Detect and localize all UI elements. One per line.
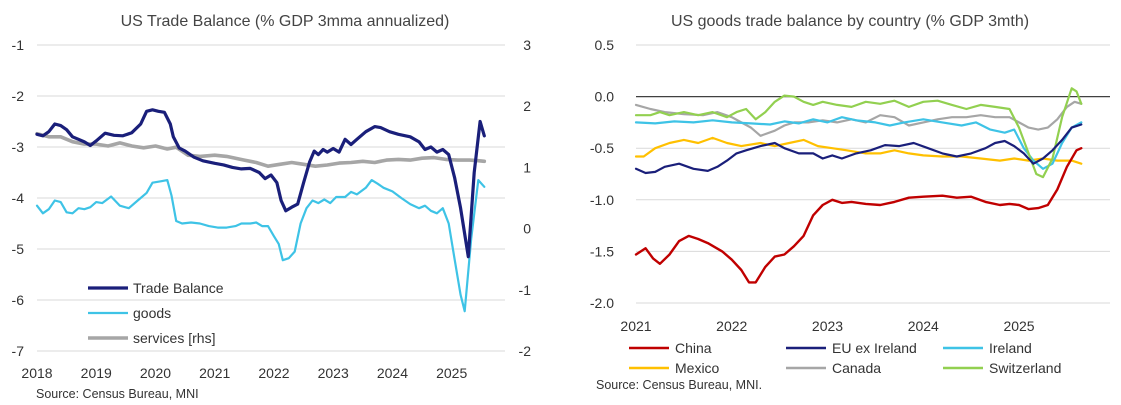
chart1-x-axis: 2018 2019 2020 2021 2022 2023 2024 2025: [21, 365, 467, 381]
chart1-y-left-tick-label: -7: [12, 343, 25, 359]
chart1-x-tick-label: 2021: [199, 365, 230, 381]
legend-label-mexico: Mexico: [675, 360, 720, 376]
chart2-y-tick-label: 0.5: [595, 37, 615, 53]
legend-label-switzerland: Switzerland: [989, 360, 1061, 376]
chart2-series: [634, 87, 1083, 284]
chart1-y-left-tick-label: -1: [12, 37, 25, 53]
chart2-y-tick-label: 0.0: [595, 89, 615, 105]
chart-trade-balance: US Trade Balance (% GDP 3mma annualized)…: [12, 13, 532, 401]
chart2-legend: China EU ex Ireland Ireland Mexico Canad…: [629, 340, 1061, 376]
chart1-y-left-tick-label: -5: [12, 241, 25, 257]
chart1-x-tick-label: 2018: [21, 365, 52, 381]
chart1-grid: [37, 44, 505, 352]
chart1-source: Source: Census Bureau, MNI: [36, 387, 199, 401]
chart2-grid: [636, 44, 1110, 304]
chart2-x-axis: 2021 2022 2023 2024 2025: [620, 318, 1034, 334]
chart2-y-tick-label: -1.5: [590, 243, 614, 259]
legend-label-china: China: [675, 340, 712, 356]
chart2-series-line-mexico: [634, 136, 1083, 165]
chart2-x-tick-label: 2022: [716, 318, 747, 334]
chart1-legend: Trade Balance goods services [rhs]: [88, 280, 224, 346]
chart2-x-tick-label: 2024: [908, 318, 939, 334]
legend-label-trade-balance: Trade Balance: [133, 280, 224, 296]
chart2-x-tick-label: 2023: [812, 318, 843, 334]
chart1-y-axis-right: 3 2 1 0 -1 -2: [519, 37, 532, 359]
chart1-y-left-tick-label: -4: [12, 190, 25, 206]
chart2-y-tick-label: -0.5: [590, 140, 614, 156]
chart2-series-line-ireland: [634, 116, 1083, 170]
chart1-y-axis-left: -1 -2 -3 -4 -5 -6 -7: [12, 37, 25, 359]
chart-goods-by-country: US goods trade balance by country (% GDP…: [590, 13, 1110, 392]
chart1-y-right-tick-label: 2: [523, 98, 531, 114]
chart1-x-tick-label: 2023: [318, 365, 349, 381]
chart2-y-tick-label: -1.0: [590, 192, 614, 208]
chart1-y-right-tick-label: 1: [523, 159, 531, 175]
legend-label-canada: Canada: [832, 360, 881, 376]
chart2-x-tick-label: 2021: [620, 318, 651, 334]
legend-label-goods: goods: [133, 305, 171, 321]
chart2-y-axis: 0.5 0.0 -0.5 -1.0 -1.5 -2.0: [590, 37, 614, 311]
chart1-series-line-services-rhs: [35, 131, 487, 168]
chart1-x-tick-label: 2024: [377, 365, 408, 381]
chart2-y-tick-label: -2.0: [590, 295, 614, 311]
chart1-x-tick-label: 2025: [436, 365, 467, 381]
chart2-title: US goods trade balance by country (% GDP…: [671, 13, 1029, 30]
chart1-y-right-tick-label: 3: [523, 37, 531, 53]
chart2-x-tick-label: 2025: [1003, 318, 1034, 334]
legend-label-ireland: Ireland: [989, 340, 1032, 356]
chart1-y-right-tick-label: -2: [519, 343, 532, 359]
chart1-series-line-trade-balance: [35, 108, 486, 259]
chart1-x-tick-label: 2020: [140, 365, 171, 381]
chart2-series-line-eu-ex-ireland: [634, 123, 1083, 175]
chart1-y-left-tick-label: -3: [12, 139, 25, 155]
chart1-y-left-tick-label: -2: [12, 88, 25, 104]
chart2-series-line-china: [634, 147, 1083, 284]
chart1-y-left-tick-label: -6: [12, 292, 25, 308]
chart1-series: [35, 108, 487, 313]
chart1-y-right-tick-label: -1: [519, 282, 532, 298]
chart1-x-tick-label: 2019: [81, 365, 112, 381]
chart1-x-tick-label: 2022: [258, 365, 289, 381]
chart1-title: US Trade Balance (% GDP 3mma annualized): [121, 13, 450, 30]
chart2-source: Source: Census Bureau, MNI.: [596, 378, 762, 392]
legend-label-services: services [rhs]: [133, 330, 215, 346]
chart1-y-right-tick-label: 0: [523, 221, 531, 237]
chart1-series-line-goods: [35, 179, 486, 313]
legend-label-eu-ex-ireland: EU ex Ireland: [832, 340, 917, 356]
chart2-series-line-switzerland: [634, 87, 1083, 179]
